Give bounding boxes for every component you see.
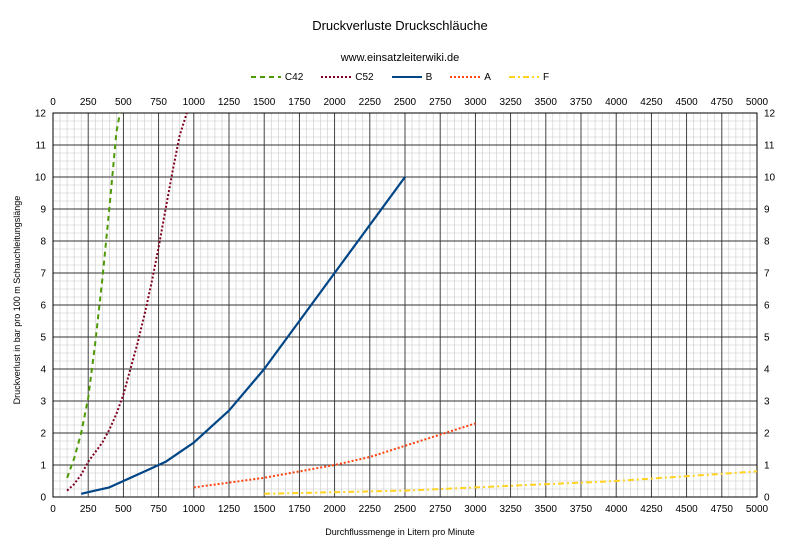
x-tick-label-top: 1000: [183, 97, 206, 108]
x-tick-label-bottom: 2250: [359, 504, 382, 515]
x-tick-label-bottom: 3000: [464, 504, 487, 515]
x-tick-label-top: 2250: [359, 97, 382, 108]
y-tick-label-left: 3: [40, 397, 46, 408]
y-tick-label-right: 1: [764, 461, 770, 472]
x-tick-label-bottom: 1250: [218, 504, 241, 515]
y-axis-label: Druckverlust in bar pro 100 m Schauchlei…: [12, 195, 22, 405]
legend-label: F: [542, 71, 550, 83]
legend-swatch: [508, 76, 539, 78]
x-tick-label-top: 1250: [218, 97, 241, 108]
legend-swatch: [250, 76, 281, 78]
chart-title: Druckverluste Druckschläuche: [312, 18, 488, 33]
x-tick-label-top: 3500: [535, 97, 558, 108]
y-tick-label-right: 11: [764, 141, 775, 152]
legend-item-f: F: [508, 71, 550, 83]
series-line-f: [264, 470, 758, 495]
x-tick-label-top: 2000: [323, 97, 346, 108]
x-tick-label-top: 5000: [746, 97, 769, 108]
y-tick-label-right: 0: [764, 493, 770, 504]
chart-subtitle: www.einsatzleiterwiki.de: [340, 52, 460, 64]
x-tick-label-bottom: 4000: [605, 504, 628, 515]
x-tick-label-bottom: 500: [115, 504, 132, 515]
y-tick-label-left: 0: [40, 493, 46, 504]
y-tick-label-left: 9: [40, 205, 46, 216]
legend-item-b: B: [391, 71, 433, 83]
ticks-layer: 0025025050050075075010001000125012501500…: [35, 97, 776, 515]
plot-frame: [52, 112, 758, 498]
x-tick-label-bottom: 750: [150, 504, 167, 515]
x-tick-label-top: 500: [115, 97, 132, 108]
x-tick-label-bottom: 4750: [711, 504, 734, 515]
x-axis-label: Durchflussmenge in Litern pro Minute: [325, 527, 475, 537]
series-line-b: [80, 176, 406, 495]
y-tick-label-left: 10: [35, 173, 47, 184]
x-tick-label-bottom: 5000: [746, 504, 769, 515]
legend-swatch: [391, 76, 422, 78]
legend-label: B: [425, 71, 433, 83]
y-tick-label-right: 7: [764, 269, 770, 280]
y-tick-label-left: 4: [40, 365, 46, 376]
y-tick-label-right: 2: [764, 429, 770, 440]
x-tick-label-bottom: 2750: [429, 504, 452, 515]
y-tick-label-left: 2: [40, 429, 46, 440]
y-tick-label-right: 12: [764, 109, 776, 120]
x-tick-label-bottom: 3750: [570, 504, 593, 515]
legend-item-c52: C52: [321, 71, 374, 83]
y-tick-label-left: 1: [40, 461, 46, 472]
y-tick-label-right: 4: [764, 365, 770, 376]
x-tick-label-top: 4500: [675, 97, 698, 108]
x-tick-label-bottom: 2000: [323, 504, 346, 515]
x-tick-label-bottom: 1500: [253, 504, 276, 515]
y-tick-label-left: 12: [35, 109, 47, 120]
y-tick-label-right: 9: [764, 205, 770, 216]
y-tick-label-left: 6: [40, 301, 46, 312]
y-tick-label-left: 7: [40, 269, 46, 280]
x-tick-label-bottom: 4500: [675, 504, 698, 515]
x-tick-label-bottom: 1750: [288, 504, 311, 515]
x-tick-label-top: 750: [150, 97, 167, 108]
x-tick-label-top: 3750: [570, 97, 593, 108]
x-tick-label-top: 1500: [253, 97, 276, 108]
legend-label: C42: [284, 71, 304, 83]
legend: C42 C52 B A F: [0, 70, 800, 84]
y-tick-label-right: 5: [764, 333, 770, 344]
x-tick-label-top: 4750: [711, 97, 734, 108]
y-tick-label-right: 3: [764, 397, 770, 408]
legend-item-c42: C42: [250, 71, 304, 83]
major-grid: [52, 112, 758, 498]
x-tick-label-bottom: 1000: [183, 504, 206, 515]
x-tick-label-bottom: 0: [50, 504, 56, 515]
x-tick-label-top: 2750: [429, 97, 452, 108]
y-tick-label-left: 5: [40, 333, 46, 344]
legend-item-a: A: [450, 72, 491, 83]
legend-swatch: [321, 76, 352, 78]
y-tick-label-right: 10: [764, 173, 776, 184]
series-line-c52: [66, 112, 188, 492]
legend-swatch: [450, 76, 481, 78]
legend-label: C52: [355, 71, 374, 83]
series-line-c42: [66, 112, 121, 479]
y-tick-label-right: 6: [764, 301, 770, 312]
x-tick-label-top: 4000: [605, 97, 628, 108]
x-tick-label-bottom: 3250: [499, 504, 522, 515]
x-tick-label-bottom: 3500: [535, 504, 558, 515]
y-tick-label-left: 11: [36, 141, 47, 152]
x-tick-label-top: 3000: [464, 97, 487, 108]
series-layer: [66, 112, 758, 495]
x-tick-label-bottom: 2500: [394, 504, 417, 515]
x-tick-label-top: 3250: [499, 97, 522, 108]
x-tick-label-top: 2500: [394, 97, 417, 108]
x-tick-label-top: 250: [80, 97, 97, 108]
x-tick-label-top: 0: [50, 97, 56, 108]
x-tick-label-top: 4250: [640, 97, 663, 108]
x-tick-label-top: 1750: [288, 97, 311, 108]
y-tick-label-left: 8: [40, 237, 46, 248]
legend-label: A: [484, 71, 491, 83]
y-tick-label-right: 8: [764, 237, 770, 248]
x-tick-label-bottom: 4250: [640, 504, 663, 515]
x-tick-label-bottom: 250: [80, 504, 97, 515]
series-line-a: [193, 422, 476, 489]
